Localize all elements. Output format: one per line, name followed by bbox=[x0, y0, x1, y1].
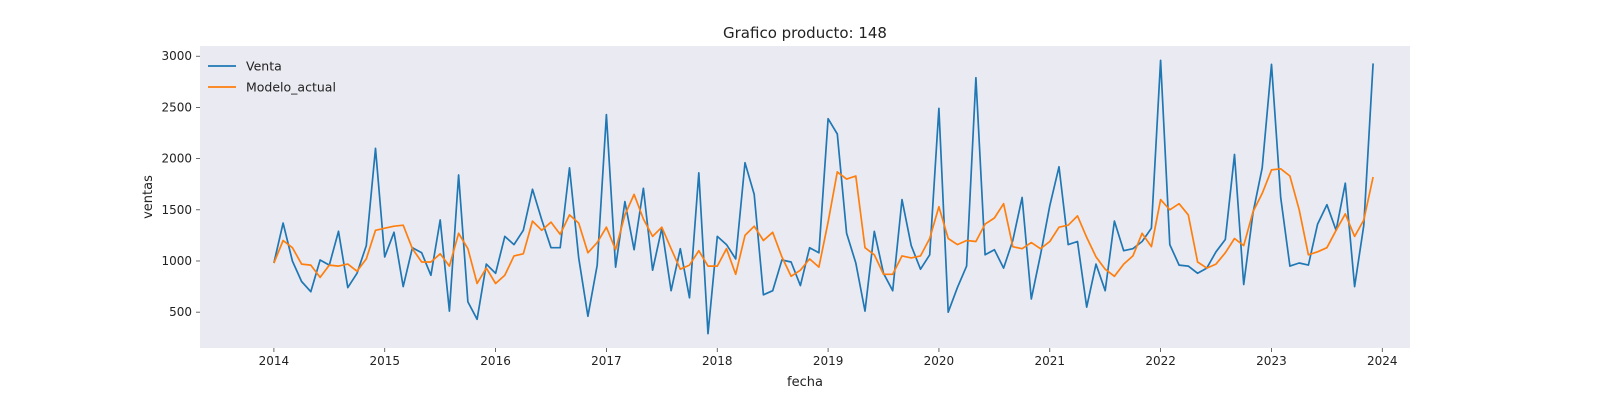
x-tick-label: 2015 bbox=[369, 354, 400, 368]
y-tick-label: 3000 bbox=[161, 49, 192, 63]
x-tick-label: 2024 bbox=[1367, 354, 1398, 368]
plot-area-background bbox=[200, 46, 1410, 348]
legend-label: Modelo_actual bbox=[246, 80, 336, 95]
y-tick-label: 1000 bbox=[161, 254, 192, 268]
x-axis-ticks: 2014 2015 2016 2017 2018 2019 2020 2021 2022 2023… bbox=[259, 348, 1398, 368]
chart-title: Grafico producto: 148 bbox=[723, 24, 887, 42]
y-axis-ticks: 500 1000 1500 2000 2500 3000 bbox=[161, 49, 200, 319]
y-tick-label: 2000 bbox=[161, 152, 192, 166]
x-axis-label: fecha bbox=[787, 375, 823, 390]
legend: Venta Modelo_actual bbox=[208, 59, 336, 95]
series-layer bbox=[273, 59, 1374, 335]
series-line-modelo-actual bbox=[273, 167, 1374, 285]
y-tick-label: 1500 bbox=[161, 203, 192, 217]
y-tick-label: 500 bbox=[169, 305, 192, 319]
y-axis-label: ventas bbox=[141, 175, 156, 219]
legend-label: Venta bbox=[246, 59, 282, 74]
x-tick-label: 2023 bbox=[1256, 354, 1287, 368]
x-tick-label: 2017 bbox=[591, 354, 622, 368]
x-tick-label: 2016 bbox=[480, 354, 511, 368]
x-tick-label: 2019 bbox=[813, 354, 844, 368]
y-tick-label: 2500 bbox=[161, 100, 192, 114]
x-tick-label: 2018 bbox=[702, 354, 733, 368]
x-tick-label: 2022 bbox=[1145, 354, 1176, 368]
series-line-venta bbox=[273, 59, 1374, 335]
x-tick-label: 2014 bbox=[259, 354, 290, 368]
x-tick-label: 2020 bbox=[924, 354, 955, 368]
x-tick-label: 2021 bbox=[1034, 354, 1065, 368]
